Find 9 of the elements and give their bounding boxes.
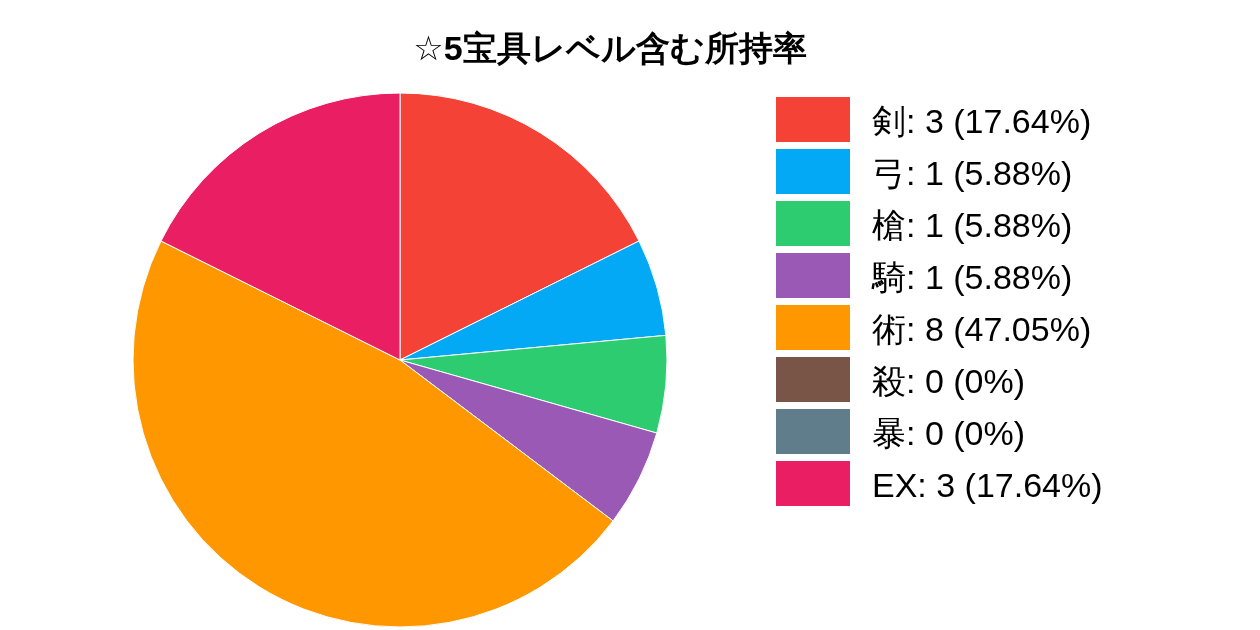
chart-title: ☆5宝具レベル含む所持率 bbox=[413, 29, 807, 67]
legend-label: 術: 8 (47.05%) bbox=[872, 310, 1092, 348]
legend-label: 弓: 1 (5.88%) bbox=[872, 154, 1073, 192]
legend-label: 槍: 1 (5.88%) bbox=[872, 206, 1073, 244]
legend-label: 騎: 1 (5.88%) bbox=[871, 258, 1073, 296]
legend-label: 剣: 3 (17.64%) bbox=[872, 102, 1092, 140]
legend-label: 殺: 0 (0%) bbox=[872, 362, 1026, 400]
legend-label: EX: 3 (17.64%) bbox=[872, 466, 1103, 504]
legend-label: 暴: 0 (0%) bbox=[872, 414, 1026, 452]
